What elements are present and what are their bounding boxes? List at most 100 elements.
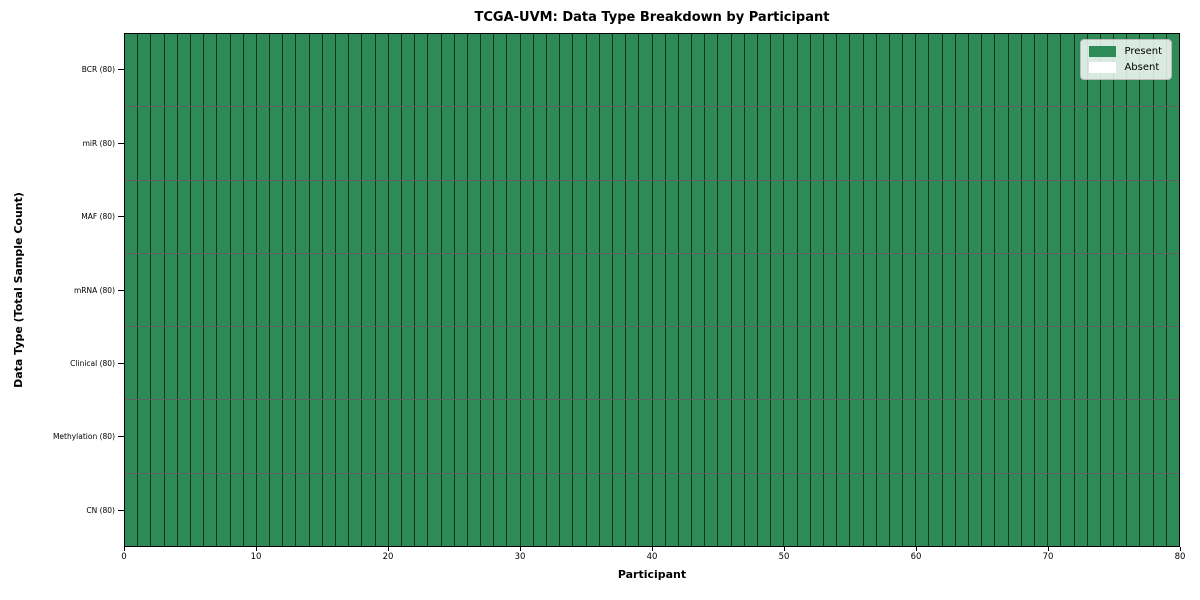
heatmap-cell [969,253,983,327]
heatmap-cell [823,473,838,546]
heatmap-cell [388,253,402,327]
heatmap-cell [758,107,772,180]
heatmap-cell [401,253,416,327]
x-tick-label: 70 [1042,552,1054,562]
legend-label-absent: Absent [1124,62,1160,73]
heatmap-cell [283,34,297,107]
heatmap-cell [533,327,547,400]
heatmap-cell [125,253,139,327]
heatmap-cell [270,327,284,400]
heatmap-cell [586,34,600,107]
heatmap-cell [283,400,297,473]
heatmap-cell [1100,107,1115,180]
heatmap-cell [520,253,534,327]
heatmap-cell [494,400,508,473]
heatmap-cell [533,253,547,327]
heatmap-cell [1034,327,1049,400]
heatmap-cell [454,180,468,253]
heatmap-cell [744,34,758,107]
heatmap-cell [362,180,376,253]
heatmap-cell [1114,473,1128,546]
heatmap-cell [955,327,969,400]
heatmap-cell [705,473,719,546]
x-tick-mark [519,547,521,551]
heatmap-cell [336,107,350,180]
heatmap-cell [230,34,244,107]
heatmap-cell [375,180,389,253]
heatmap-cell [1074,107,1088,180]
heatmap-cell [1087,473,1101,546]
heatmap-cell [731,473,745,546]
heatmap-cell [982,253,996,327]
heatmap-cell [428,107,442,180]
legend-item-present: Present [1089,46,1162,57]
heatmap-cell [270,34,284,107]
heatmap-cell [125,34,139,107]
heatmap-cell [336,34,350,107]
heatmap-cell [771,400,785,473]
heatmap-cell [626,180,640,253]
heatmap-cell [1034,400,1049,473]
heatmap-cell [876,253,890,327]
heatmap-cell [481,180,495,253]
heatmap-cell [1048,180,1062,253]
heatmap-cell [243,473,257,546]
heatmap-cell [309,400,323,473]
heatmap-cell [190,180,205,253]
heatmap-cell [520,180,534,253]
heatmap-cell [533,400,547,473]
heatmap-cell [863,180,877,253]
heatmap-cell [1021,253,1035,327]
heatmap-cell [125,107,139,180]
heatmap-cell [349,107,363,180]
heatmap-cell [1087,180,1101,253]
heatmap-cell [1074,473,1088,546]
heatmap-cell [1034,34,1049,107]
heatmap-cell [626,473,640,546]
heatmap-cell [388,180,402,253]
heatmap-cell [797,180,811,253]
heatmap-cell [929,473,943,546]
heatmap-cell [810,253,824,327]
heatmap-cell [1034,180,1049,253]
heatmap-cell [1100,180,1115,253]
y-tick-label: Clinical (80) [70,358,115,368]
heatmap-cell [217,253,231,327]
heatmap-cell [164,400,178,473]
heatmap-cell [230,327,244,400]
heatmap-cell [758,473,772,546]
heatmap-cell [982,400,996,473]
heatmap-cell [217,107,231,180]
heatmap-cell [1153,327,1167,400]
heatmap-cell [942,473,956,546]
heatmap-cell [942,327,956,400]
y-tick-mark [118,289,124,291]
heatmap-cell [283,473,297,546]
y-tick-mark [118,142,124,144]
heatmap-cell [573,400,587,473]
y-tick-label: Methylation (80) [52,432,115,442]
heatmap-cell [177,473,191,546]
heatmap-cell [322,34,336,107]
heatmap-cell [678,107,693,180]
heatmap-cell [731,327,745,400]
heatmap-cell [454,327,468,400]
heatmap-cell [388,34,402,107]
heatmap-cell [573,180,587,253]
heatmap-cell [401,180,416,253]
heatmap-cell [969,400,983,473]
heatmap-cell [639,107,653,180]
heatmap-cell [1061,107,1075,180]
heatmap-cell [375,34,389,107]
heatmap-cell [665,400,679,473]
heatmap-cell [863,253,877,327]
heatmap-cell [151,400,165,473]
x-tick-label: 50 [778,552,790,562]
heatmap-cell [283,180,297,253]
heatmap-cell [665,107,679,180]
heatmap-cell [454,34,468,107]
heatmap-cell [969,327,983,400]
heatmap-cell [1087,400,1101,473]
heatmap-cell [692,34,706,107]
x-tick-label: 60 [910,552,922,562]
